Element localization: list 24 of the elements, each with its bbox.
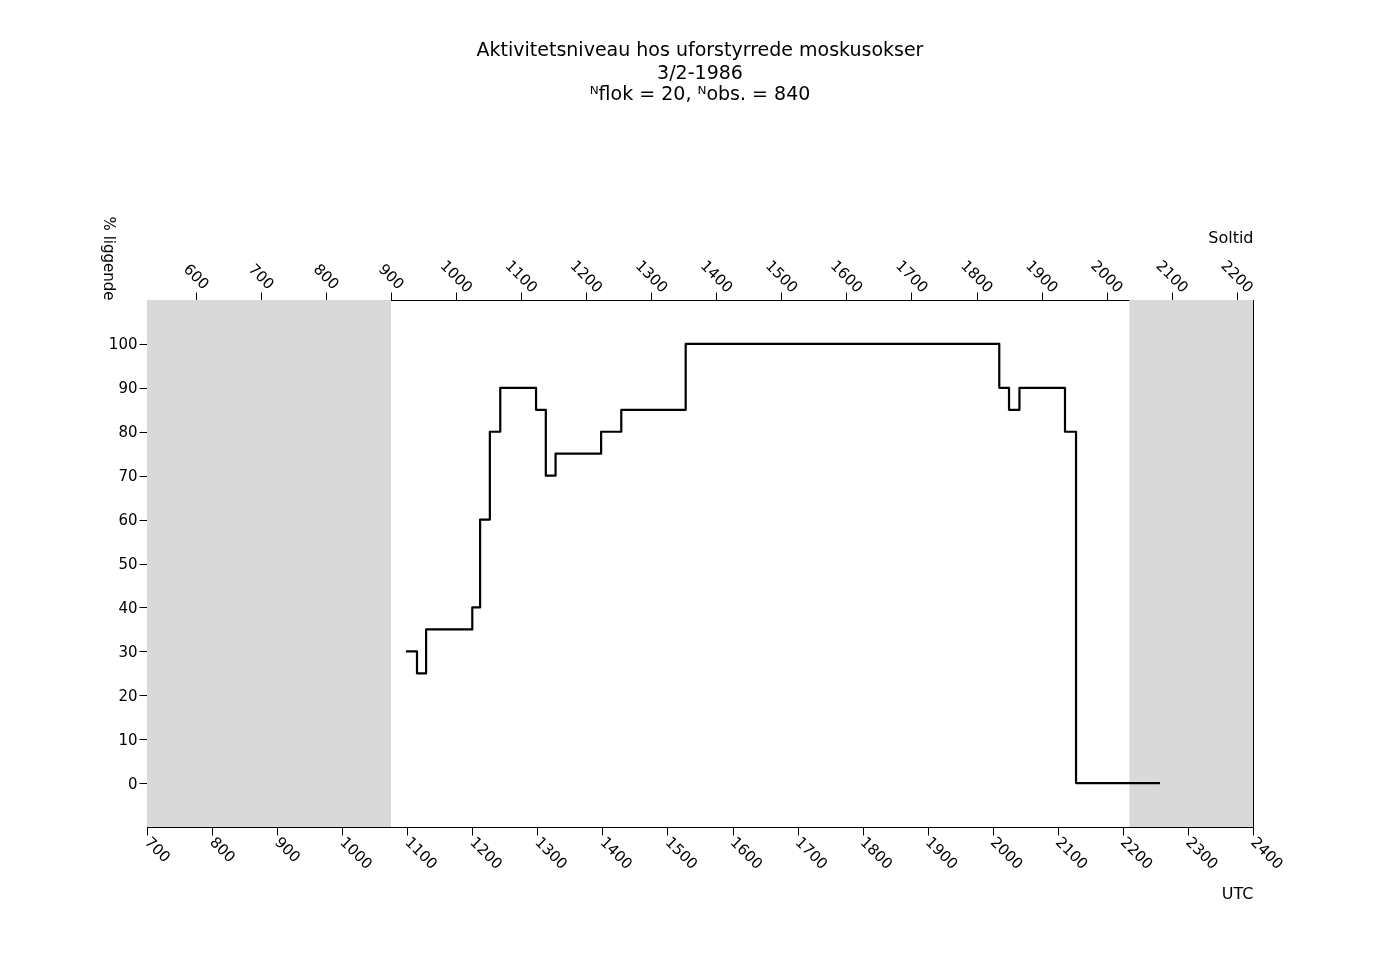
- x-tick-label: 700: [141, 833, 175, 867]
- x-tick-label: 800: [206, 833, 240, 867]
- chart-title: Aktivitetsniveau hos uforstyrrede moskusokser: [476, 38, 924, 61]
- x2-tick-label: 900: [374, 260, 408, 293]
- y-tick-label: 90: [118, 379, 138, 398]
- text: ᴺflok = 20, ᴺobs. = 840: [589, 82, 811, 105]
- x-axis-title: UTC: [1221, 884, 1254, 904]
- y-axis-title: % liggende: [99, 216, 118, 301]
- chart-subtitle: 3/2-1986: [657, 61, 743, 84]
- x2-tick-label: 600: [179, 260, 213, 293]
- x2-tick-label: 800: [309, 260, 343, 293]
- y-tick-label: 20: [118, 686, 138, 705]
- y-tick-label: 80: [118, 423, 138, 442]
- y-tick-label: 100: [108, 335, 138, 354]
- y-tick-label: 0: [127, 774, 138, 793]
- y-tick-label: 60: [118, 511, 138, 530]
- x2-tick-label: 700: [244, 260, 278, 293]
- y-tick-label: 70: [118, 467, 138, 486]
- y-tick-label: 30: [118, 642, 138, 661]
- x2-axis-title: Soltid: [1208, 228, 1254, 248]
- y-tick-label: 50: [118, 555, 138, 573]
- y-tick-label: 40: [118, 598, 138, 617]
- y-tick-label: 10: [118, 730, 138, 749]
- x-tick-label: 900: [271, 833, 305, 867]
